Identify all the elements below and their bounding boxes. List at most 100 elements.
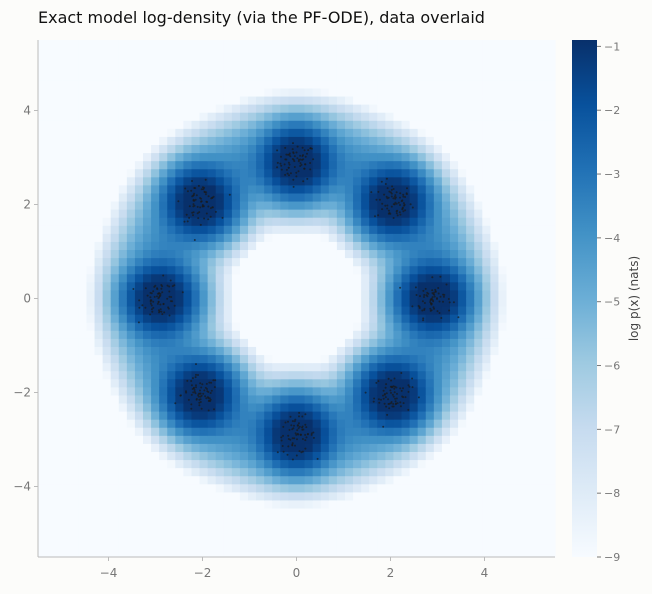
heatmap-cell <box>191 112 201 122</box>
heatmap-cell <box>498 540 508 550</box>
heatmap-cell <box>538 153 548 162</box>
heatmap-cell <box>248 177 257 187</box>
heatmap-cell <box>458 241 467 251</box>
heatmap-cell <box>143 298 152 308</box>
data-point <box>288 153 291 156</box>
heatmap-cell <box>538 403 548 413</box>
heatmap-cell <box>280 96 290 106</box>
heatmap-cell <box>223 193 233 203</box>
data-point <box>195 386 197 389</box>
heatmap-cell <box>522 387 532 397</box>
heatmap-cell <box>110 371 120 380</box>
heatmap-cell <box>134 193 144 203</box>
heatmap-cell <box>264 161 273 170</box>
heatmap-cell <box>514 282 524 292</box>
heatmap-cell <box>223 161 233 170</box>
heatmap-cell <box>377 282 386 292</box>
heatmap-cell <box>86 306 96 316</box>
heatmap-cell <box>482 56 491 65</box>
heatmap-cell <box>264 484 273 493</box>
heatmap-cell <box>223 88 233 98</box>
heatmap-cell <box>296 468 306 477</box>
heatmap-cell <box>336 419 346 429</box>
heatmap-cell <box>256 500 265 510</box>
heatmap-cell <box>425 161 435 170</box>
heatmap-cell <box>328 508 338 518</box>
heatmap-cell <box>191 427 201 437</box>
heatmap-cell <box>159 500 168 510</box>
heatmap-cell <box>425 48 435 57</box>
heatmap-cell <box>336 201 346 211</box>
heatmap-cell <box>304 419 314 429</box>
heatmap-cell <box>54 371 63 380</box>
heatmap-cell <box>506 548 516 558</box>
heatmap-cell <box>280 306 290 316</box>
heatmap-cell <box>54 241 63 251</box>
heatmap-cell <box>393 193 403 203</box>
heatmap-cell <box>215 492 225 502</box>
heatmap-cell <box>159 516 168 526</box>
heatmap-cell <box>546 492 556 502</box>
heatmap-cell <box>506 258 516 267</box>
heatmap-cell <box>482 290 491 300</box>
heatmap-cell <box>151 96 160 106</box>
heatmap-cell <box>256 96 265 106</box>
heatmap-cell <box>167 532 176 542</box>
heatmap-cell <box>78 128 88 138</box>
heatmap-cell <box>102 427 112 437</box>
heatmap-cell <box>490 136 500 146</box>
data-point <box>171 300 174 303</box>
data-point <box>296 438 298 441</box>
data-point <box>386 187 389 190</box>
heatmap-cell <box>94 136 104 146</box>
heatmap-cell <box>393 371 403 380</box>
heatmap-cell <box>466 217 475 227</box>
heatmap-cell <box>54 193 63 203</box>
heatmap-cell <box>151 443 160 453</box>
heatmap-cell <box>256 492 265 502</box>
heatmap-cell <box>134 314 144 324</box>
heatmap-cell <box>143 306 152 316</box>
heatmap-cell <box>134 363 144 372</box>
heatmap-cell <box>296 104 306 114</box>
data-point <box>385 392 388 395</box>
heatmap-cell <box>530 120 540 130</box>
heatmap-cell <box>361 72 370 81</box>
heatmap-cell <box>344 322 354 332</box>
data-point <box>429 309 432 312</box>
heatmap-cell <box>280 427 290 437</box>
heatmap-cell <box>530 169 540 178</box>
heatmap-cell <box>353 169 362 178</box>
heatmap-cell <box>466 153 475 162</box>
heatmap-cell <box>175 72 185 81</box>
heatmap-cell <box>175 540 185 550</box>
heatmap-cell <box>94 104 104 114</box>
heatmap-cell <box>38 193 47 203</box>
heatmap-cell <box>78 532 88 542</box>
heatmap-cell <box>393 363 403 372</box>
heatmap-cell <box>38 274 47 283</box>
heatmap-cell <box>183 411 193 421</box>
heatmap-cell <box>474 371 483 380</box>
heatmap-cell <box>377 120 386 130</box>
heatmap-cell <box>538 201 548 211</box>
data-point <box>431 299 434 302</box>
heatmap-cell <box>86 516 96 526</box>
heatmap-cell <box>466 104 475 114</box>
heatmap-cell <box>62 145 71 154</box>
heatmap-cell <box>207 443 217 453</box>
heatmap-cell <box>401 282 411 292</box>
heatmap-cell <box>417 484 427 493</box>
data-point <box>199 392 202 395</box>
heatmap-cell <box>312 371 322 380</box>
heatmap-cell <box>409 468 419 477</box>
heatmap-cell <box>320 274 330 283</box>
heatmap-cell <box>280 330 290 340</box>
heatmap-cell <box>54 64 63 73</box>
heatmap-cell <box>38 201 47 211</box>
heatmap-cell <box>369 379 378 388</box>
heatmap-cell <box>417 145 427 154</box>
heatmap-cell <box>280 185 290 195</box>
heatmap-cell <box>86 508 96 518</box>
heatmap-cell <box>320 355 330 364</box>
